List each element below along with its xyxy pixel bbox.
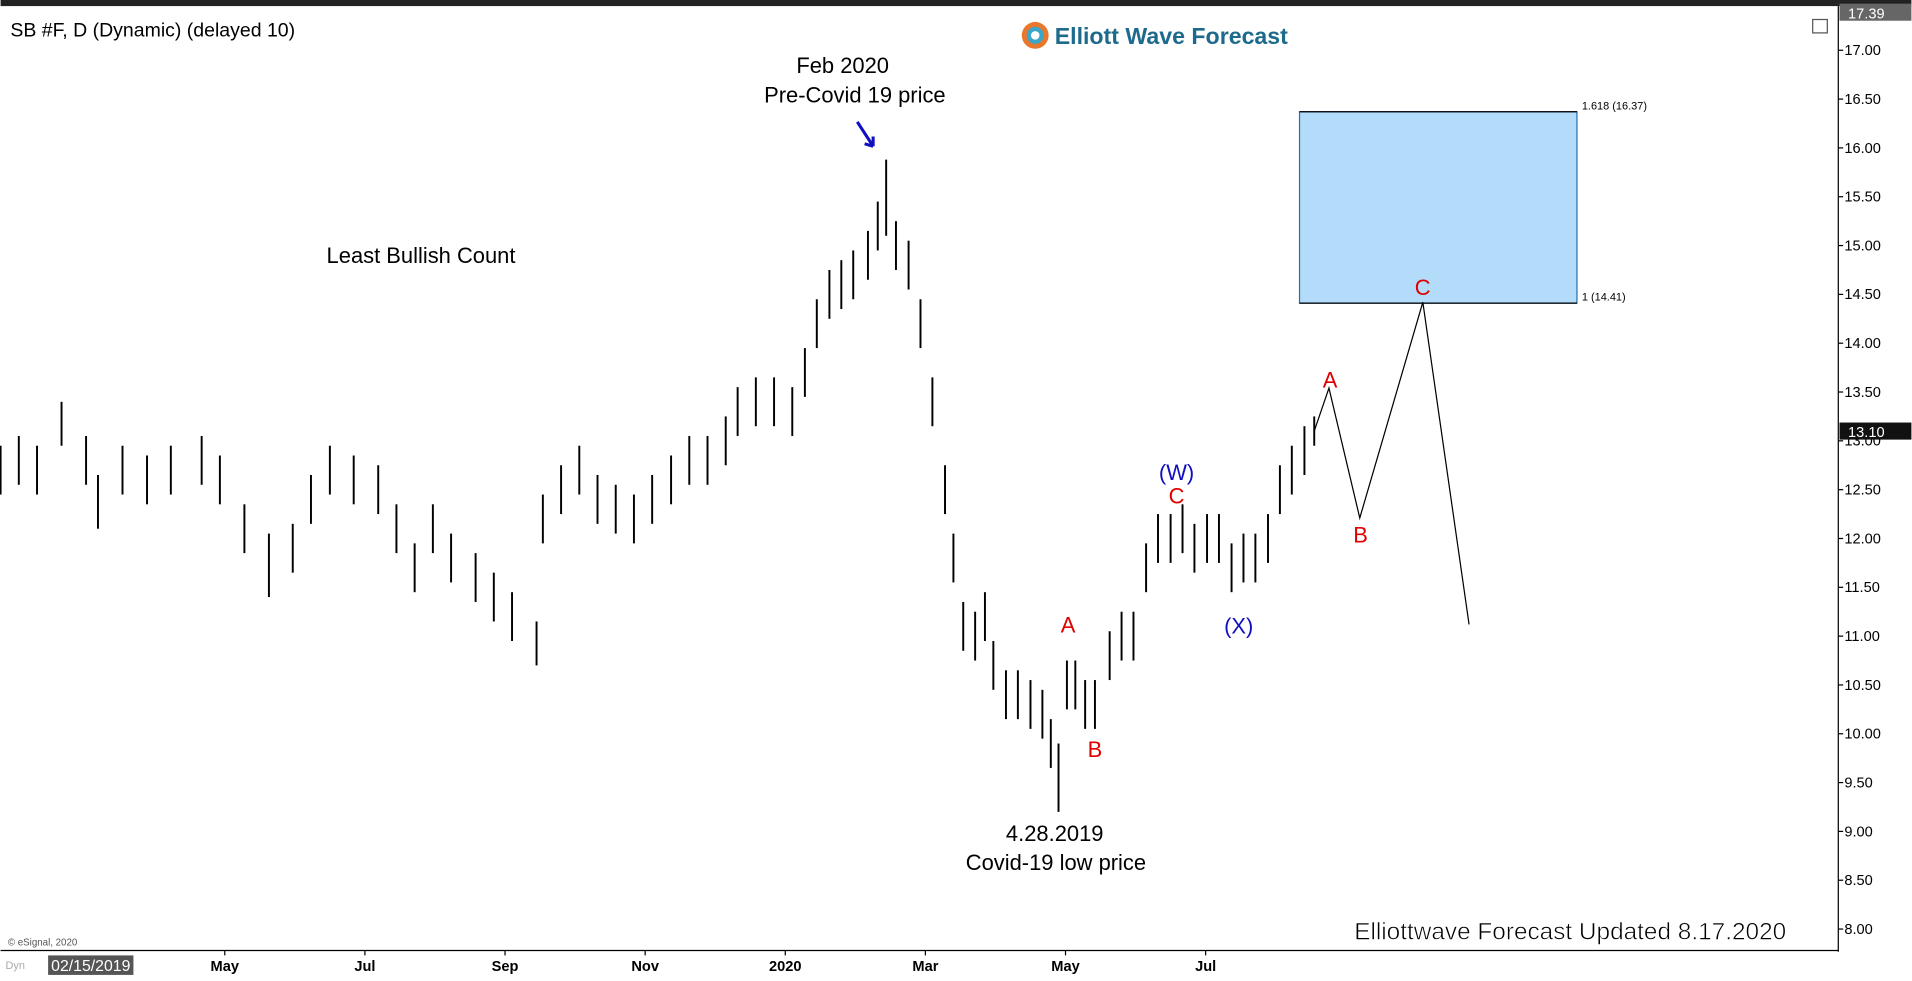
annotation: Pre-Covid 19 price bbox=[764, 82, 946, 107]
x-tick-label: 2020 bbox=[769, 959, 802, 975]
x-tick-label: Jul bbox=[354, 959, 375, 975]
x-tick-label: Mar bbox=[912, 959, 938, 975]
price-tag-label: 13.10 bbox=[1848, 425, 1885, 441]
logo-text: Elliott Wave Forecast bbox=[1055, 23, 1288, 49]
y-tick-label: 11.50 bbox=[1844, 580, 1879, 596]
y-tick-label: 16.00 bbox=[1844, 141, 1881, 157]
wave-label: A bbox=[1061, 612, 1076, 637]
wave-label: A bbox=[1323, 368, 1338, 393]
logo-icon-core bbox=[1030, 31, 1040, 40]
y-tick-label: 13.50 bbox=[1844, 385, 1881, 401]
y-tick-label: 8.00 bbox=[1844, 922, 1872, 938]
x-tick-label: Jul bbox=[1195, 959, 1216, 975]
wave-label: C bbox=[1169, 483, 1185, 508]
target-zone bbox=[1298, 111, 1578, 304]
y-tick-label: 17.00 bbox=[1844, 43, 1881, 59]
y-tick-label: 12.00 bbox=[1844, 531, 1881, 547]
y-tick-label: 9.00 bbox=[1844, 824, 1872, 840]
x-tick-label: Nov bbox=[631, 959, 659, 975]
x-tick-label: May bbox=[1051, 959, 1080, 975]
projection-line bbox=[1313, 302, 1470, 625]
window-button[interactable] bbox=[1812, 18, 1828, 34]
price-tag bbox=[1839, 422, 1912, 440]
top-border bbox=[0, 0, 1912, 7]
copyright: © eSignal, 2020 bbox=[8, 938, 78, 949]
arrow bbox=[856, 121, 875, 148]
y-tick-label: 15.00 bbox=[1844, 238, 1881, 254]
wave-label: (X) bbox=[1224, 614, 1253, 639]
x-tick-label: May bbox=[211, 959, 240, 975]
price-tag bbox=[1839, 3, 1912, 21]
y-tick-label: 15.50 bbox=[1844, 190, 1881, 206]
footer-text: Elliottwave Forecast Updated 8.17.2020 bbox=[1354, 919, 1786, 946]
logo: Elliott Wave Forecast bbox=[1021, 21, 1288, 49]
x-tick-label: Sep bbox=[492, 959, 519, 975]
wave-label: B bbox=[1088, 737, 1103, 762]
y-tick-label: 16.50 bbox=[1844, 92, 1881, 108]
annotation: Least Bullish Count bbox=[327, 243, 516, 268]
price-tag-label: 17.39 bbox=[1848, 6, 1885, 22]
symbol-title: SB #F, D (Dynamic) (delayed 10) bbox=[10, 20, 295, 42]
wave-label: B bbox=[1353, 522, 1368, 547]
date-box bbox=[48, 955, 134, 975]
y-tick-label: 10.00 bbox=[1844, 727, 1881, 743]
y-tick-label: 12.50 bbox=[1844, 483, 1881, 499]
y-tick-label: 9.50 bbox=[1844, 775, 1872, 791]
mode-label: Dyn bbox=[5, 960, 24, 972]
fib-label: 1 (14.41) bbox=[1582, 292, 1626, 304]
y-tick-label: 11.00 bbox=[1844, 629, 1879, 645]
y-tick-label: 10.50 bbox=[1844, 678, 1881, 694]
y-tick-label: 8.50 bbox=[1844, 873, 1872, 889]
annotation: Covid-19 low price bbox=[966, 850, 1146, 875]
wave-label: (W) bbox=[1159, 460, 1194, 485]
y-tick-label: 14.00 bbox=[1844, 336, 1881, 352]
annotation: Feb 2020 bbox=[796, 53, 889, 78]
y-tick-label: 14.50 bbox=[1844, 287, 1881, 303]
date-box-text: 02/15/2019 bbox=[51, 958, 130, 975]
wave-label: C bbox=[1415, 275, 1431, 300]
annotation: 4.28.2019 bbox=[1006, 821, 1104, 846]
fib-label: 1.618 (16.37) bbox=[1582, 100, 1647, 112]
